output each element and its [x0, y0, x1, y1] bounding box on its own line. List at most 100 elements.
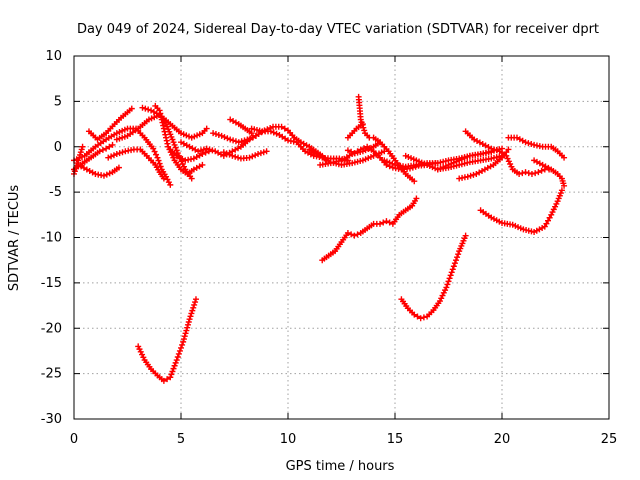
series-arc-20	[344, 121, 366, 141]
data-point	[383, 218, 390, 225]
data-point	[525, 140, 532, 147]
chart-title: Day 049 of 2024, Sidereal Day-to-day VTE…	[77, 22, 599, 37]
series-arc-21	[319, 195, 420, 264]
data-point	[452, 257, 459, 264]
data-point	[110, 152, 117, 159]
series-path	[229, 118, 253, 134]
data-point	[157, 110, 164, 117]
data-point	[226, 151, 233, 158]
y-tick-label: -30	[41, 412, 62, 427]
y-tick-label: -25	[41, 367, 62, 382]
data-point	[202, 149, 209, 156]
data-point	[171, 141, 178, 148]
series-arc-17	[317, 139, 384, 168]
data-point	[151, 148, 158, 155]
series-arc-31	[135, 296, 199, 384]
data-point	[550, 206, 557, 213]
data-point	[351, 150, 358, 157]
data-point	[71, 168, 78, 175]
data-point	[278, 123, 285, 130]
data-point	[417, 315, 424, 322]
data-point	[455, 251, 462, 258]
data-point	[235, 154, 242, 161]
series-arc-9	[152, 102, 206, 177]
data-point	[436, 298, 443, 305]
data-point	[167, 374, 174, 381]
data-point	[445, 278, 452, 285]
data-point	[449, 266, 456, 273]
data-point	[203, 145, 210, 152]
data-point	[446, 275, 453, 282]
series-arc-15	[248, 125, 351, 164]
data-point	[357, 146, 364, 153]
data-point	[168, 371, 175, 378]
data-point	[232, 153, 239, 160]
data-point	[139, 351, 146, 358]
series-arc-10	[167, 146, 212, 164]
data-point	[215, 131, 222, 138]
data-point	[257, 150, 264, 157]
x-tick-label: 5	[177, 432, 185, 447]
data-point	[451, 260, 458, 267]
data-point	[189, 307, 196, 314]
series-arc-30	[477, 187, 565, 236]
data-point	[108, 153, 115, 160]
data-point	[73, 162, 80, 169]
data-point	[173, 147, 180, 154]
data-point	[227, 136, 234, 143]
data-point	[270, 129, 277, 136]
data-point	[442, 287, 449, 294]
data-point	[209, 147, 216, 154]
data-point	[137, 348, 144, 355]
data-point	[79, 143, 86, 150]
data-point	[171, 362, 178, 369]
y-tick-label: -5	[49, 185, 62, 200]
data-point	[203, 125, 210, 132]
data-point	[199, 161, 206, 168]
data-point	[504, 155, 511, 162]
data-point	[174, 353, 181, 360]
data-point	[180, 338, 187, 345]
data-point	[75, 157, 82, 164]
data-point	[180, 336, 187, 343]
data-point	[447, 272, 454, 279]
data-point	[191, 301, 198, 308]
data-point	[172, 359, 179, 366]
data-point	[100, 172, 107, 179]
data-point	[170, 139, 177, 146]
data-point	[439, 292, 446, 299]
data-point	[210, 130, 217, 137]
data-point	[154, 154, 161, 161]
data-point	[74, 160, 81, 167]
data-point	[169, 136, 176, 143]
data-point	[160, 125, 167, 132]
data-point	[163, 137, 170, 144]
data-point	[153, 151, 160, 158]
data-point	[247, 135, 254, 142]
data-point	[96, 148, 103, 155]
data-point	[116, 150, 123, 157]
data-point	[354, 148, 361, 155]
data-point	[76, 151, 83, 158]
data-point	[105, 154, 112, 161]
data-point	[348, 148, 355, 155]
series-arc-3	[85, 105, 135, 143]
data-point	[167, 181, 174, 188]
data-point	[556, 192, 563, 199]
data-point	[252, 152, 259, 159]
data-point	[548, 211, 555, 218]
data-point	[161, 128, 168, 135]
data-point	[443, 284, 450, 291]
data-point	[159, 119, 166, 126]
axis-ticks: 0 5 10 15 20 25 10 5 0 -5 -10 -15 -20 -25 -30	[41, 49, 618, 447]
y-tick-label: 5	[54, 94, 62, 109]
data-point	[554, 198, 561, 205]
data-point	[508, 163, 515, 170]
data-point	[182, 330, 189, 337]
data-point	[212, 131, 219, 138]
data-point	[113, 151, 120, 158]
series-arc-11	[178, 132, 259, 159]
data-point	[170, 365, 177, 372]
data-point	[250, 134, 257, 141]
data-point	[267, 124, 274, 131]
